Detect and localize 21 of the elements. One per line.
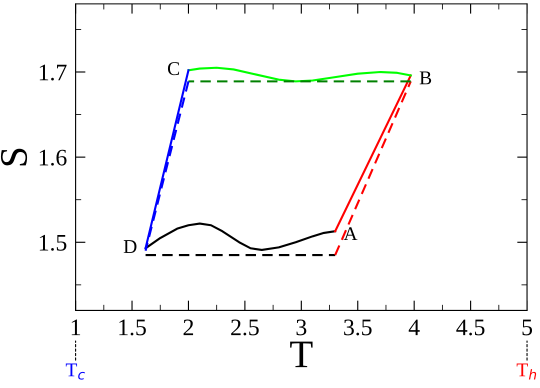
annotation: B	[420, 72, 432, 84]
y-axis-title: S	[0, 148, 28, 166]
text: T$_{h}$	[516, 364, 536, 380]
x-tick-label: 2	[184, 319, 194, 336]
text: T$_{c}$	[66, 364, 85, 380]
x-tick-label: 1.5	[119, 320, 146, 336]
annotation: D	[124, 240, 136, 253]
line-series	[187, 66, 412, 82]
y-tick-label: 1.7	[40, 64, 67, 81]
x-tick-label: 3	[296, 319, 306, 336]
x-tick-label: 3.5	[344, 319, 372, 336]
x-tick-label: 4.5	[456, 320, 484, 336]
y-tick-label: 1.5	[40, 234, 66, 251]
x-tick-label: 5	[522, 320, 532, 336]
y-tick-label: 1.6	[40, 150, 67, 166]
annotation: C	[168, 62, 180, 76]
x-tick-label: 4	[408, 320, 420, 336]
x-axis-title: T	[290, 342, 313, 368]
x-tick-label: 1	[72, 320, 80, 336]
x-tick-label: 2.5	[231, 319, 259, 336]
line-series	[144, 222, 336, 251]
